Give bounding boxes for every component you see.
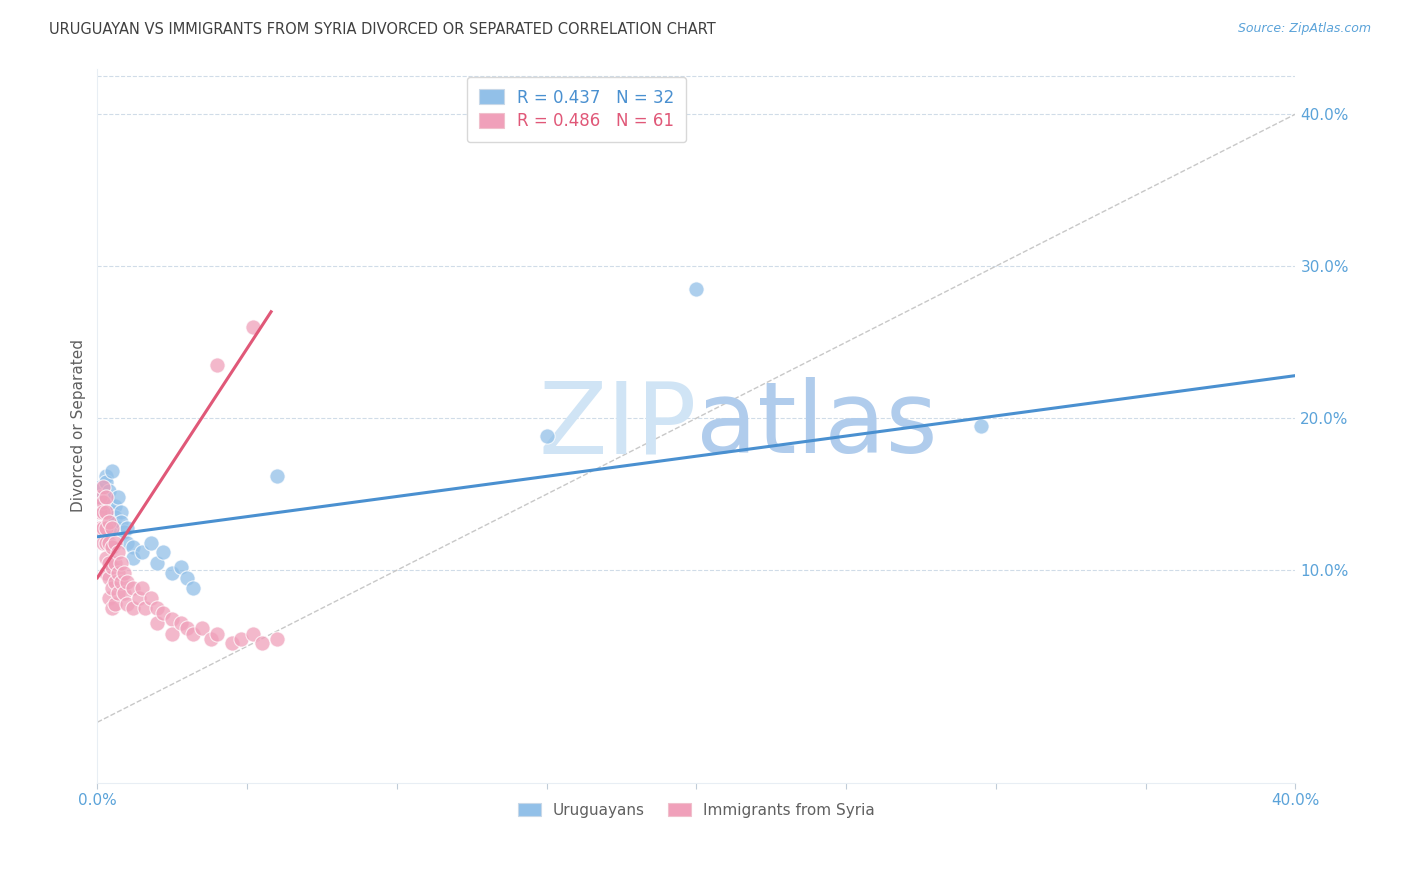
Point bbox=[131, 582, 153, 596]
Point bbox=[242, 627, 264, 641]
Point bbox=[96, 566, 118, 581]
Point bbox=[107, 545, 129, 559]
Point bbox=[205, 358, 228, 372]
Point bbox=[107, 586, 129, 600]
Point bbox=[96, 536, 118, 550]
Point bbox=[176, 621, 198, 635]
Point bbox=[96, 521, 118, 535]
Point bbox=[685, 282, 707, 296]
Point bbox=[176, 571, 198, 585]
Point bbox=[110, 556, 132, 570]
Point bbox=[205, 627, 228, 641]
Point bbox=[93, 495, 115, 509]
Text: atlas: atlas bbox=[696, 377, 938, 475]
Point bbox=[101, 582, 124, 596]
Text: URUGUAYAN VS IMMIGRANTS FROM SYRIA DIVORCED OR SEPARATED CORRELATION CHART: URUGUAYAN VS IMMIGRANTS FROM SYRIA DIVOR… bbox=[49, 22, 716, 37]
Point bbox=[170, 616, 193, 631]
Point bbox=[117, 575, 139, 590]
Point bbox=[98, 515, 121, 529]
Point bbox=[200, 632, 222, 646]
Point bbox=[89, 490, 111, 504]
Point bbox=[93, 500, 115, 514]
Point bbox=[112, 525, 135, 540]
Point bbox=[93, 490, 115, 504]
Point bbox=[107, 490, 129, 504]
Point bbox=[250, 636, 273, 650]
Point bbox=[181, 627, 204, 641]
Point bbox=[104, 575, 127, 590]
Point bbox=[104, 556, 127, 570]
Point bbox=[122, 541, 145, 555]
Point bbox=[101, 464, 124, 478]
Point bbox=[152, 606, 174, 620]
Text: ZIP: ZIP bbox=[538, 377, 696, 475]
Point bbox=[93, 521, 115, 535]
Point bbox=[104, 500, 127, 514]
Point bbox=[96, 475, 118, 489]
Point bbox=[89, 505, 111, 519]
Point bbox=[146, 556, 169, 570]
Point bbox=[122, 582, 145, 596]
Point bbox=[101, 560, 124, 574]
Point bbox=[191, 621, 214, 635]
Point bbox=[266, 632, 288, 646]
Point bbox=[146, 601, 169, 615]
Point bbox=[98, 495, 121, 509]
Point bbox=[117, 536, 139, 550]
Point bbox=[112, 586, 135, 600]
Point bbox=[131, 545, 153, 559]
Point bbox=[96, 505, 118, 519]
Point bbox=[122, 551, 145, 566]
Point bbox=[181, 582, 204, 596]
Point bbox=[117, 597, 139, 611]
Point bbox=[107, 566, 129, 581]
Point bbox=[101, 541, 124, 555]
Point bbox=[242, 320, 264, 334]
Point bbox=[152, 545, 174, 559]
Point bbox=[536, 429, 558, 443]
Point bbox=[160, 627, 183, 641]
Y-axis label: Divorced or Separated: Divorced or Separated bbox=[72, 339, 86, 512]
Point bbox=[146, 616, 169, 631]
Point bbox=[98, 556, 121, 570]
Point bbox=[93, 480, 115, 494]
Point bbox=[98, 571, 121, 585]
Point bbox=[117, 521, 139, 535]
Point bbox=[128, 591, 150, 605]
Point bbox=[98, 484, 121, 499]
Point bbox=[96, 469, 118, 483]
Point bbox=[89, 521, 111, 535]
Point bbox=[141, 536, 163, 550]
Point bbox=[266, 469, 288, 483]
Point bbox=[104, 510, 127, 524]
Point bbox=[104, 597, 127, 611]
Point bbox=[98, 591, 121, 605]
Point bbox=[98, 536, 121, 550]
Point bbox=[112, 566, 135, 581]
Point bbox=[229, 632, 252, 646]
Point bbox=[122, 601, 145, 615]
Point bbox=[104, 536, 127, 550]
Point bbox=[93, 536, 115, 550]
Point bbox=[110, 505, 132, 519]
Point bbox=[970, 418, 993, 433]
Point bbox=[101, 505, 124, 519]
Point bbox=[96, 551, 118, 566]
Point bbox=[110, 515, 132, 529]
Point bbox=[221, 636, 243, 650]
Point bbox=[93, 505, 115, 519]
Point bbox=[134, 601, 156, 615]
Text: Source: ZipAtlas.com: Source: ZipAtlas.com bbox=[1237, 22, 1371, 36]
Point bbox=[101, 601, 124, 615]
Point bbox=[110, 575, 132, 590]
Point bbox=[101, 521, 124, 535]
Point bbox=[160, 612, 183, 626]
Point bbox=[89, 480, 111, 494]
Legend: Uruguayans, Immigrants from Syria: Uruguayans, Immigrants from Syria bbox=[510, 795, 883, 825]
Point bbox=[141, 591, 163, 605]
Point bbox=[107, 521, 129, 535]
Point bbox=[160, 566, 183, 581]
Point bbox=[170, 560, 193, 574]
Point bbox=[96, 490, 118, 504]
